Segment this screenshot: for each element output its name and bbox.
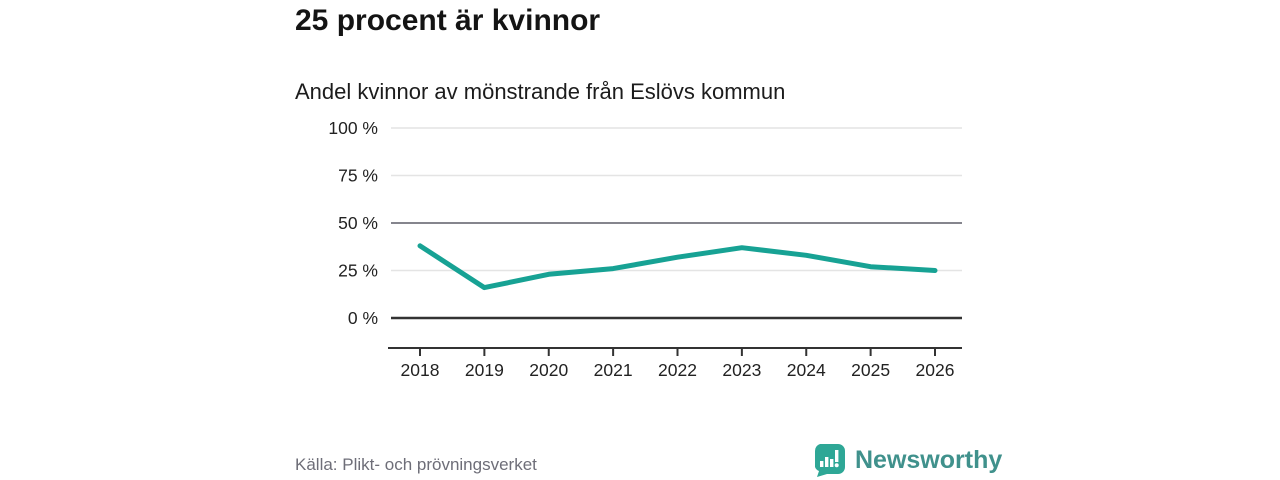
logo-bubble-shape xyxy=(814,444,845,477)
x-tick-label: 2018 xyxy=(401,360,440,380)
logo-exclamation-bar xyxy=(835,450,839,462)
newsworthy-logo-icon xyxy=(814,444,845,477)
x-tick-label: 2020 xyxy=(529,360,568,380)
newsworthy-logo-text: Newsworthy xyxy=(855,446,1003,474)
logo-exclamation-dot xyxy=(834,463,839,468)
y-tick-label: 0 % xyxy=(348,308,378,328)
y-tick-label: 25 % xyxy=(338,261,378,281)
y-tick-label: 75 % xyxy=(338,166,378,186)
source-text: Källa: Plikt- och prövningsverket xyxy=(295,455,537,474)
page-title: 25 procent är kvinnor xyxy=(295,4,601,37)
x-tick-label: 2021 xyxy=(594,360,633,380)
chart-subtitle: Andel kvinnor av mönstrande från Eslövs … xyxy=(295,79,786,104)
y-tick-label: 100 % xyxy=(328,118,378,138)
logo-bar-1 xyxy=(820,461,824,467)
x-tick-label: 2025 xyxy=(851,360,890,380)
x-tick-label: 2022 xyxy=(658,360,697,380)
line-series xyxy=(417,243,938,291)
logo-bar-2 xyxy=(825,457,829,467)
y-tick-label: 50 % xyxy=(338,213,378,233)
x-tick-label: 2023 xyxy=(722,360,761,380)
x-tick-label: 2026 xyxy=(916,360,955,380)
logo-bar-3 xyxy=(830,459,834,467)
x-tick-label: 2019 xyxy=(465,360,504,380)
x-tick-label: 2024 xyxy=(787,360,826,380)
newsworthy-logo: Newsworthy xyxy=(812,443,1002,477)
